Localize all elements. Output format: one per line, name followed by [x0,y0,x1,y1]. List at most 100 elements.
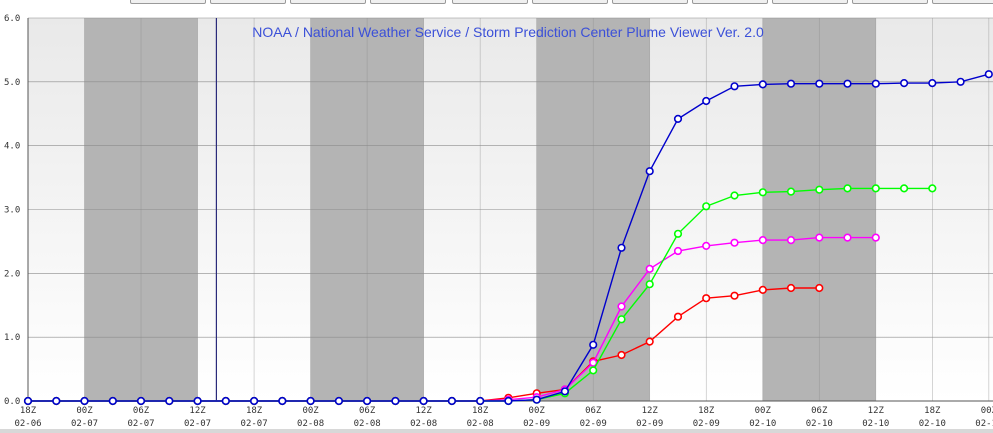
series-point [758,236,767,245]
series-point [617,302,626,311]
series-point [786,236,796,245]
series-point [108,396,117,406]
series-point [843,79,852,88]
series-point [306,396,315,406]
series-point [758,188,767,197]
series-point [984,70,993,79]
y-tick-labels: 0.0 1.0 2.0 3.0 4.0 5.0 6.0 [4,14,20,407]
series-point [193,396,202,406]
series-point [645,264,654,274]
series-point [617,350,626,360]
x-tick-date-label: 02-10 [862,419,889,429]
series-point [645,337,654,346]
series-point [899,184,909,193]
series-point [250,396,259,406]
chart-title: NOAA / National Weather Service / Storm … [252,24,764,40]
series-point [815,79,824,88]
toolbar-button[interactable] [130,0,206,4]
toolbar-button[interactable] [370,0,446,4]
x-tick-date-label: 02-08 [297,419,324,429]
series-point [786,187,796,196]
series-point [278,396,287,406]
y-tick-label: 5.0 [4,78,20,88]
x-tick-date-label: 02-11 [975,419,993,429]
x-tick-date-label: 02-09 [580,419,607,429]
toolbar-button[interactable] [932,0,993,4]
x-tick-time-label: 12Z [189,406,206,416]
series-point [843,184,852,193]
series-point [589,358,598,367]
series-point [871,79,880,88]
x-tick-date-label: 02-06 [14,419,41,429]
series-point [136,396,146,406]
scrollbar-strip[interactable] [0,429,993,433]
toolbar-button[interactable] [772,0,848,4]
series-4 [23,70,993,406]
series-point [730,191,739,200]
x-tick-time-label: 18Z [20,406,37,416]
series-point [589,340,598,349]
toolbar-strip [0,0,993,6]
toolbar-button[interactable] [852,0,928,4]
toolbar-button[interactable] [290,0,366,4]
x-tick-time-label: 12Z [642,406,659,416]
series-point [645,167,654,176]
x-tick-time-label: 00Z [76,406,93,416]
toolbar-button[interactable] [210,0,286,4]
x-tick-date-label: 02-09 [693,419,720,429]
toolbar-button[interactable] [692,0,768,4]
series-point [391,396,400,406]
x-tick-date-label: 02-10 [749,419,776,429]
y-tick-label: 0.0 [4,397,20,407]
series-point [532,395,541,404]
series-point [165,396,174,406]
series-point [447,396,457,406]
series-point [928,184,937,193]
series-point [673,229,683,238]
series-point [702,241,711,250]
series-point [702,202,711,211]
series-point [730,82,739,91]
series-point [786,79,796,88]
x-tick-time-label: 18Z [246,406,263,416]
series-point [673,246,683,256]
series-point [702,96,711,106]
x-tick-date-label: 02-10 [806,419,833,429]
x-tick-date-label: 02-08 [354,419,381,429]
series-point [758,80,767,89]
toolbar-button[interactable] [452,0,528,4]
x-tick-date-label: 02-08 [410,419,437,429]
y-tick-label: 1.0 [4,333,20,343]
series-point [334,396,344,406]
x-tick-date-label: 02-07 [71,419,98,429]
series-point [815,233,824,242]
series-point [702,294,711,303]
series-point [52,396,61,406]
series-point [673,312,683,321]
series-point [617,243,626,252]
x-tick-time-label: 00Z [302,406,319,416]
series-point [843,233,852,242]
series-point [786,283,796,293]
toolbar-button[interactable] [612,0,688,4]
series-point [560,387,570,396]
x-tick-time-label: 06Z [811,406,828,416]
series-point [928,78,937,88]
y-tick-label: 4.0 [4,142,20,152]
series-point [419,396,428,406]
series-point [363,396,372,406]
x-tick-time-label: 00Z [755,406,772,416]
x-tick-date-label: 02-08 [467,419,494,429]
y-tick-label: 6.0 [4,14,20,24]
x-tick-date-label: 02-09 [636,419,663,429]
x-tick-time-label: 18Z [698,406,715,416]
series-point [815,283,824,293]
x-tick-time-label: 00Z [981,406,993,416]
series-point [589,366,598,375]
series-point [80,396,89,406]
x-tick-time-label: 12Z [416,406,433,416]
toolbar-button[interactable] [532,0,608,4]
series-point [645,280,654,289]
x-tick-date-label: 02-07 [184,419,211,429]
